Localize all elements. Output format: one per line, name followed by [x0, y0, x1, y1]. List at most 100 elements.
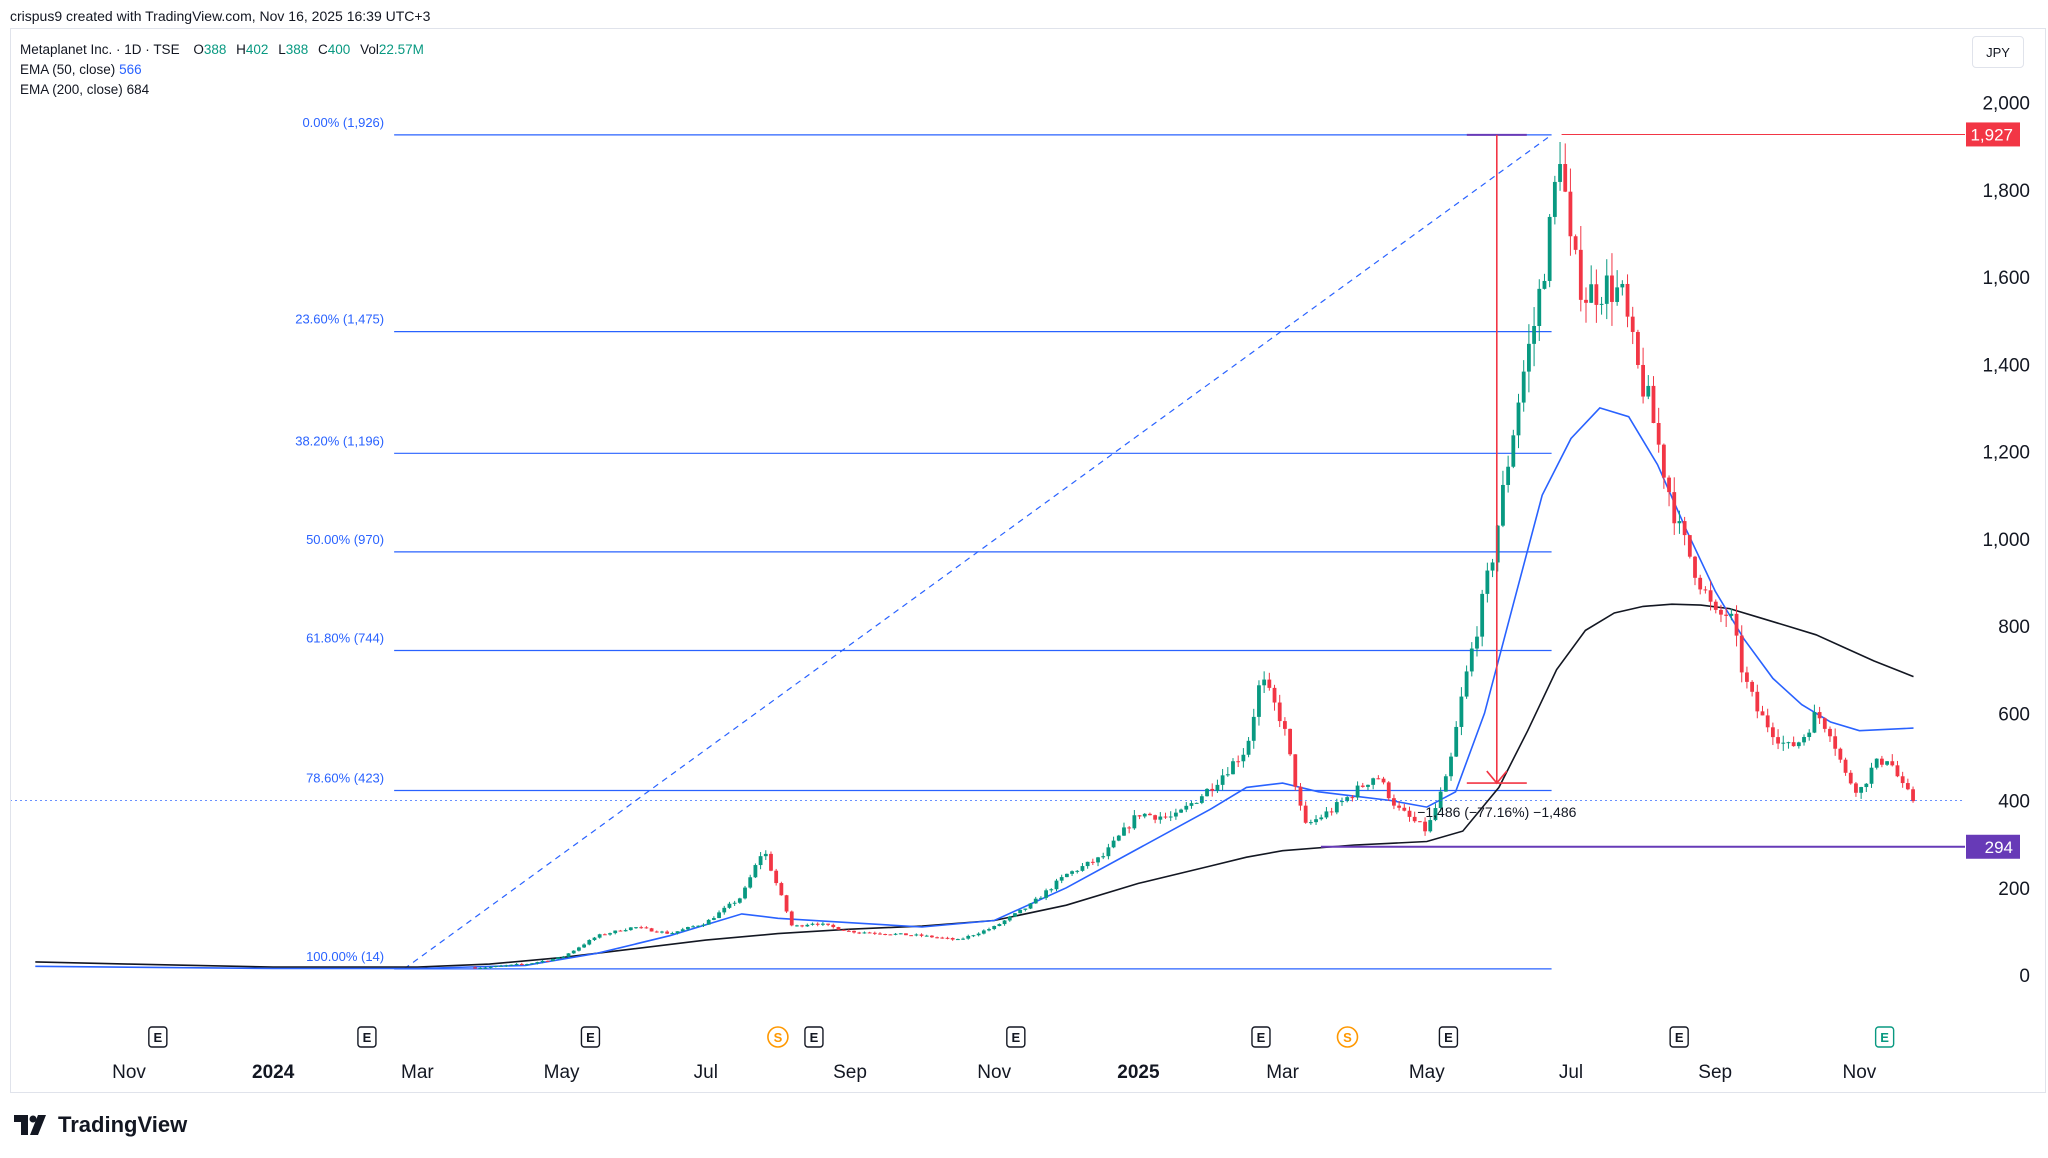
candle-body: [478, 967, 483, 969]
candle-body: [488, 966, 493, 968]
candle-body: [691, 926, 696, 928]
ema200-label: EMA (200, close): [20, 82, 123, 97]
candle-body: [1859, 787, 1864, 793]
candle-body: [1807, 732, 1812, 738]
candle-body: [1739, 635, 1744, 673]
candle-body: [779, 883, 784, 896]
candle-body: [1760, 711, 1765, 716]
candle-body: [1812, 712, 1817, 733]
candle-body: [1350, 797, 1355, 799]
candle-body: [753, 865, 758, 878]
symbol-label[interactable]: Metaplanet Inc. · 1D · TSE: [20, 42, 180, 57]
candle-body: [561, 956, 566, 958]
candle-body: [1345, 797, 1350, 802]
candle-body: [1417, 821, 1422, 823]
candle-body: [1459, 696, 1464, 727]
candle-body: [966, 935, 971, 939]
candle-body: [1142, 813, 1147, 817]
candle-body: [1090, 861, 1095, 863]
candle-body: [1018, 909, 1023, 914]
candle-body: [1251, 716, 1256, 741]
candle-body: [1516, 402, 1521, 436]
price-chart[interactable]: 0.00% (1,926) 23.60% (1,475) 38.20% (1,196…: [0, 0, 2048, 1100]
candle-body: [1246, 740, 1251, 755]
fib-level-label: 23.60% (1,475): [295, 312, 384, 327]
candle-body: [680, 929, 685, 932]
candle-body: [1776, 737, 1780, 744]
candle-body: [1148, 813, 1152, 816]
candle-body: [639, 927, 644, 929]
candle-body: [1371, 778, 1376, 785]
candle-body: [1802, 737, 1806, 743]
earnings-event-icon: [1006, 1026, 1026, 1048]
candle-body: [1890, 761, 1895, 766]
candle-body: [722, 907, 727, 913]
candle-body: [769, 853, 773, 871]
candle-body: [1864, 783, 1869, 788]
price-tick-label: 600: [1998, 704, 2030, 725]
time-tick-label: Sep: [833, 1062, 867, 1083]
earnings-event-glyph: E: [154, 1030, 163, 1045]
candle-body: [1651, 385, 1656, 423]
candle-body: [940, 937, 945, 939]
currency-button[interactable]: JPY: [1972, 36, 2024, 68]
candle-body: [841, 929, 846, 931]
candle-body: [1542, 280, 1547, 289]
earnings-event-icon: [1874, 1026, 1895, 1048]
candle-body: [852, 930, 856, 933]
candle-body: [1298, 786, 1303, 806]
candle-body: [1225, 774, 1230, 776]
earnings-event-glyph: E: [586, 1030, 595, 1045]
price-axis[interactable]: 0 200 400 600 800 1,000 1,200 1,400 1,600 1,800 2,…: [1966, 94, 2030, 987]
fib-trend-line: [403, 134, 1552, 970]
candle-body: [758, 856, 763, 866]
candle-body: [904, 933, 908, 936]
time-axis[interactable]: Nov 2024 Mar May Jul Sep Nov 2025 Mar May Jul Sep No…: [112, 1026, 1895, 1083]
candle-body: [1064, 873, 1069, 878]
candle-body: [1303, 805, 1308, 823]
tradingview-logo-icon: [14, 1115, 46, 1135]
candle-body: [654, 931, 659, 933]
candle-body: [795, 925, 799, 927]
candle-body: [1594, 284, 1599, 305]
legend-ema50-row[interactable]: EMA (50, close) 566: [20, 60, 430, 80]
annotations[interactable]: −1,486 (−77.16%) −1,486: [10, 133, 1965, 848]
fibonacci-retracement[interactable]: 0.00% (1,926) 23.60% (1,475) 38.20% (1,196…: [295, 115, 1552, 970]
candle-body: [1911, 789, 1915, 802]
price-tick-label: 1,800: [1982, 181, 2030, 202]
split-event-icon: [767, 1026, 789, 1048]
candle-body: [1366, 784, 1370, 787]
candle-body: [1288, 728, 1292, 755]
candle-body: [1080, 866, 1085, 871]
candle-body: [1791, 742, 1796, 747]
candle-body: [1028, 903, 1033, 909]
candle-body: [665, 931, 670, 934]
price-tag-label: 1,927: [1970, 125, 2013, 144]
candle-body: [945, 937, 950, 939]
legend-ema200-row[interactable]: EMA (200, close) 684: [20, 80, 430, 100]
candle-body: [774, 870, 779, 884]
time-tick-label: Nov: [977, 1062, 1011, 1083]
time-tick-label: Nov: [1843, 1062, 1877, 1083]
candle-body: [1199, 796, 1204, 803]
ema200-line: [35, 603, 1914, 968]
candle-body: [1013, 913, 1017, 917]
candle-body: [732, 902, 737, 904]
candle-body: [1241, 754, 1246, 762]
candle-body: [1641, 364, 1645, 397]
candle-body: [1386, 782, 1391, 799]
candle-body: [1719, 609, 1723, 615]
candle-body: [1584, 299, 1588, 303]
candle-body: [1475, 636, 1479, 649]
candle-body: [976, 933, 981, 936]
candle-body: [582, 944, 586, 948]
candle-body: [1781, 742, 1786, 744]
ema50-label: EMA (50, close): [20, 62, 116, 77]
candle-body: [608, 933, 612, 935]
candle-body: [748, 877, 753, 888]
candle-body: [566, 953, 571, 957]
low-value: 388: [285, 42, 309, 57]
candle-body: [473, 967, 477, 969]
candle-body: [1075, 870, 1080, 872]
time-tick-label: Nov: [112, 1062, 146, 1083]
